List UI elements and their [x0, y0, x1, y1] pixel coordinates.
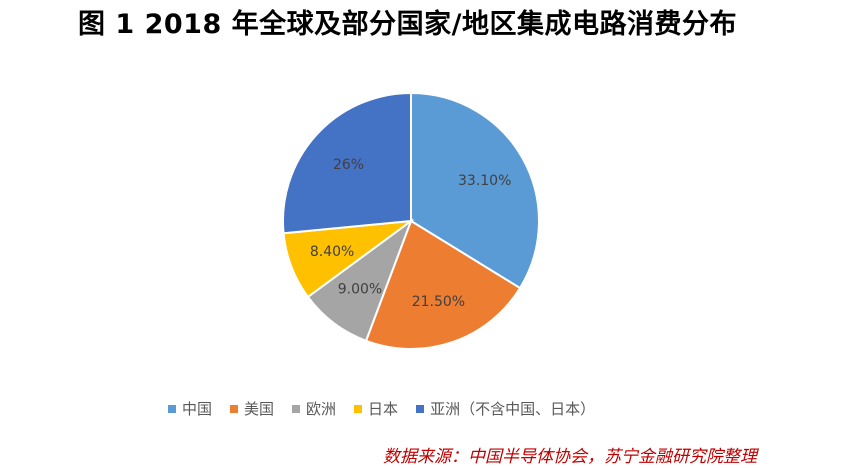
- pie-slice-china: [410, 91, 540, 290]
- chart-title: 图 1 2018 年全球及部分国家/地区集成电路消费分布: [78, 9, 737, 40]
- data-label-china: 33.10%: [458, 173, 511, 189]
- chart-legend: 中国 美国 欧洲 日本 亚洲（不含中国、日本）: [168, 398, 613, 419]
- data-label-usa: 21.50%: [412, 294, 465, 310]
- legend-swatch: [416, 404, 425, 413]
- legend-item-usa: 美国: [230, 398, 274, 419]
- legend-swatch: [168, 404, 176, 413]
- legend-item-europe: 欧洲: [292, 398, 336, 419]
- data-label-europe: 9.00%: [338, 281, 382, 297]
- legend-swatch: [354, 404, 363, 413]
- data-label-japan: 8.40%: [310, 244, 354, 260]
- pie-slice-asia: [282, 91, 412, 235]
- data-label-asia: 26%: [333, 157, 364, 173]
- legend-swatch: [292, 404, 301, 413]
- legend-item-china: 中国: [168, 398, 212, 419]
- legend-label: 日本: [368, 400, 399, 418]
- pie-chart: 33.10% 21.50% 9.00% 8.40% 26%: [282, 91, 540, 351]
- legend-label: 中国: [182, 400, 213, 418]
- legend-item-japan: 日本: [354, 398, 398, 419]
- legend-label: 欧洲: [306, 400, 337, 418]
- legend-label: 亚洲（不含中国、日本）: [430, 400, 596, 418]
- legend-item-asia: 亚洲（不含中国、日本）: [416, 398, 595, 419]
- legend-swatch: [230, 404, 239, 413]
- pie-slice-usa: [364, 219, 522, 351]
- legend-label: 美国: [244, 400, 275, 418]
- data-source-note: 数据来源：中国半导体协会，苏宁金融研究院整理: [383, 447, 757, 467]
